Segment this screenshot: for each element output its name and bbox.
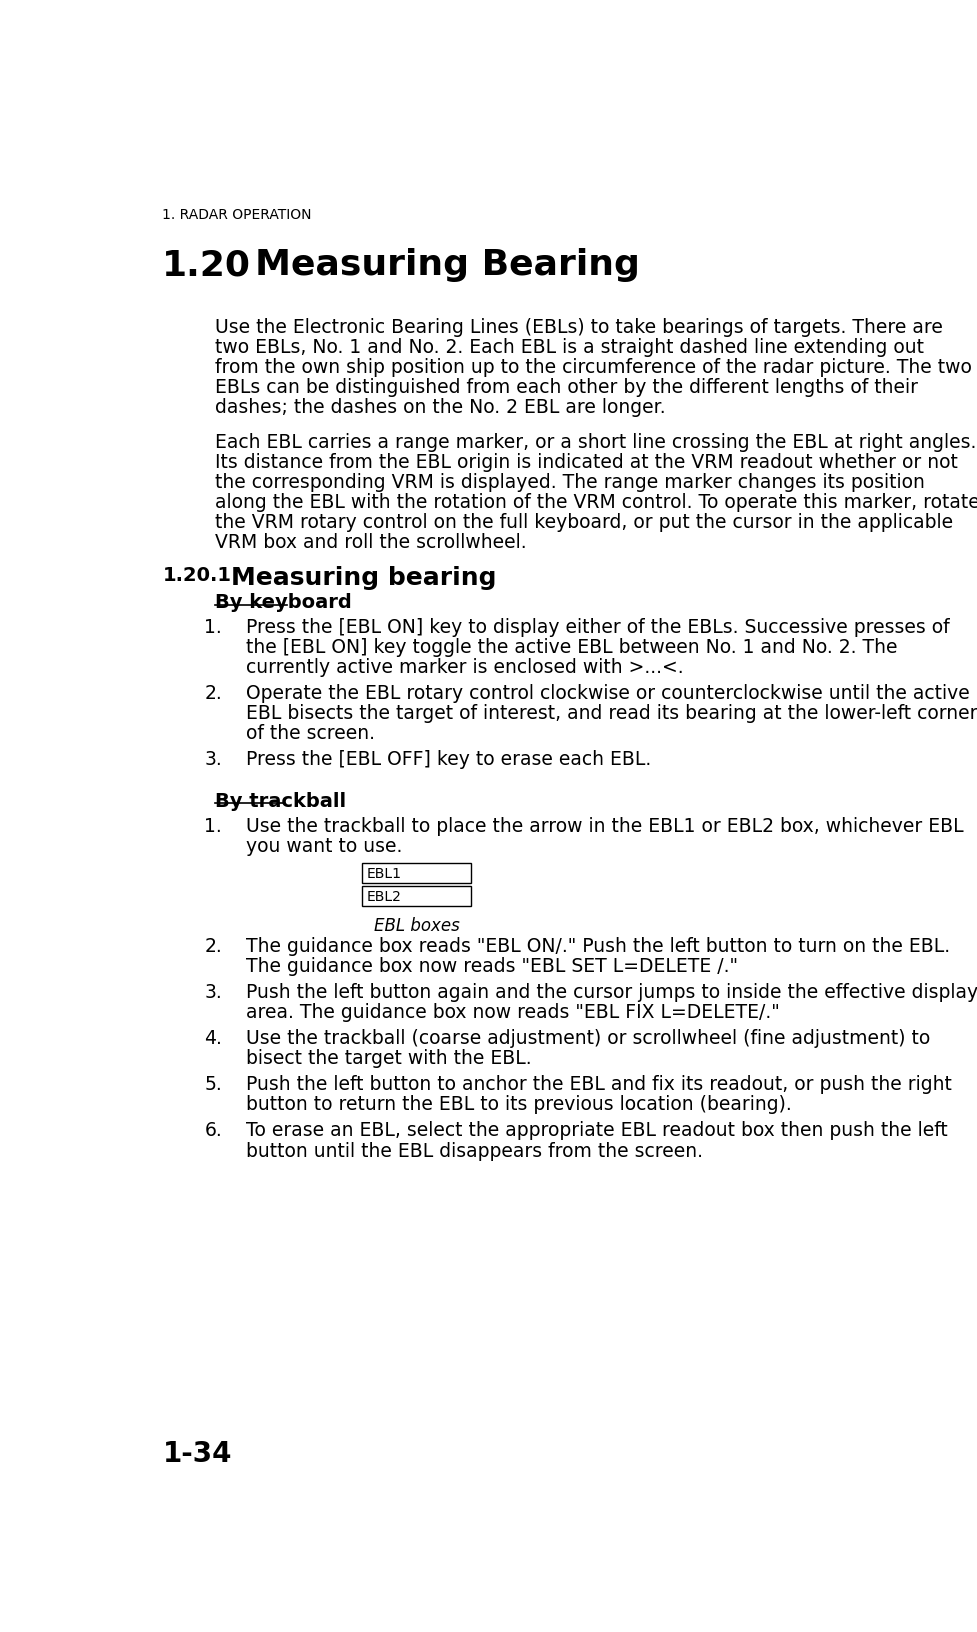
Text: 1.20.1: 1.20.1: [162, 565, 232, 584]
Text: Operate the EBL rotary control clockwise or counterclockwise until the active: Operate the EBL rotary control clockwise…: [246, 684, 970, 703]
Text: button to return the EBL to its previous location (bearing).: button to return the EBL to its previous…: [246, 1095, 792, 1113]
Text: from the own ship position up to the circumference of the radar picture. The two: from the own ship position up to the cir…: [215, 357, 972, 377]
Text: 3.: 3.: [204, 749, 222, 769]
Text: currently active marker is enclosed with >...<.: currently active marker is enclosed with…: [246, 658, 684, 677]
Text: the corresponding VRM is displayed. The range marker changes its position: the corresponding VRM is displayed. The …: [215, 473, 925, 491]
Text: By keyboard: By keyboard: [215, 592, 352, 612]
Text: EBL boxes: EBL boxes: [374, 916, 459, 934]
Text: 1.: 1.: [204, 816, 222, 836]
Text: two EBLs, No. 1 and No. 2. Each EBL is a straight dashed line extending out: two EBLs, No. 1 and No. 2. Each EBL is a…: [215, 338, 924, 356]
Text: The guidance box now reads "EBL SET L=DELETE /.": The guidance box now reads "EBL SET L=DE…: [246, 956, 739, 976]
Text: the VRM rotary control on the full keyboard, or put the cursor in the applicable: the VRM rotary control on the full keybo…: [215, 512, 954, 532]
Text: 6.: 6.: [204, 1121, 222, 1139]
Text: of the screen.: of the screen.: [246, 723, 375, 743]
Text: 1-34: 1-34: [162, 1439, 232, 1467]
Text: Each EBL carries a range marker, or a short line crossing the EBL at right angle: Each EBL carries a range marker, or a sh…: [215, 432, 976, 452]
Text: 2.: 2.: [204, 937, 222, 955]
Text: 4.: 4.: [204, 1028, 222, 1048]
Text: Its distance from the EBL origin is indicated at the VRM readout whether or not: Its distance from the EBL origin is indi…: [215, 452, 958, 472]
Bar: [362, 886, 471, 907]
Text: Use the trackball (coarse adjustment) or scrollwheel (fine adjustment) to: Use the trackball (coarse adjustment) or…: [246, 1028, 930, 1048]
Text: Push the left button again and the cursor jumps to inside the effective display: Push the left button again and the curso…: [246, 982, 977, 1002]
Text: VRM box and roll the scrollwheel.: VRM box and roll the scrollwheel.: [215, 534, 527, 552]
Text: Press the [EBL OFF] key to erase each EBL.: Press the [EBL OFF] key to erase each EB…: [246, 749, 652, 769]
Text: 3.: 3.: [204, 982, 222, 1002]
Text: 1. RADAR OPERATION: 1. RADAR OPERATION: [162, 207, 312, 222]
Text: the [EBL ON] key toggle the active EBL between No. 1 and No. 2. The: the [EBL ON] key toggle the active EBL b…: [246, 638, 898, 656]
Text: EBL2: EBL2: [366, 889, 402, 902]
Text: Push the left button to anchor the EBL and fix its readout, or push the right: Push the left button to anchor the EBL a…: [246, 1074, 952, 1093]
Text: EBL1: EBL1: [366, 867, 402, 880]
Text: 5.: 5.: [204, 1074, 222, 1093]
Text: you want to use.: you want to use.: [246, 836, 403, 855]
Text: EBL bisects the target of interest, and read its bearing at the lower-left corne: EBL bisects the target of interest, and …: [246, 703, 977, 723]
Text: dashes; the dashes on the No. 2 EBL are longer.: dashes; the dashes on the No. 2 EBL are …: [215, 398, 665, 416]
Text: area. The guidance box now reads "EBL FIX L=DELETE/.": area. The guidance box now reads "EBL FI…: [246, 1002, 780, 1022]
Text: 1.: 1.: [204, 617, 222, 636]
Text: button until the EBL disappears from the screen.: button until the EBL disappears from the…: [246, 1141, 703, 1160]
Text: Measuring Bearing: Measuring Bearing: [255, 248, 640, 282]
Text: EBLs can be distinguished from each other by the different lengths of their: EBLs can be distinguished from each othe…: [215, 377, 918, 397]
Text: To erase an EBL, select the appropriate EBL readout box then push the left: To erase an EBL, select the appropriate …: [246, 1121, 948, 1139]
Text: Press the [EBL ON] key to display either of the EBLs. Successive presses of: Press the [EBL ON] key to display either…: [246, 617, 950, 636]
Text: bisect the target with the EBL.: bisect the target with the EBL.: [246, 1048, 531, 1067]
Text: along the EBL with the rotation of the VRM control. To operate this marker, rota: along the EBL with the rotation of the V…: [215, 493, 977, 512]
Text: Use the Electronic Bearing Lines (EBLs) to take bearings of targets. There are: Use the Electronic Bearing Lines (EBLs) …: [215, 318, 943, 336]
Text: Use the trackball to place the arrow in the EBL1 or EBL2 box, whichever EBL: Use the trackball to place the arrow in …: [246, 816, 963, 836]
Text: The guidance box reads "EBL ON/." Push the left button to turn on the EBL.: The guidance box reads "EBL ON/." Push t…: [246, 937, 951, 955]
Text: 1.20: 1.20: [162, 248, 251, 282]
Text: Measuring bearing: Measuring bearing: [231, 565, 496, 589]
Bar: [362, 863, 471, 885]
Text: By trackball: By trackball: [215, 792, 346, 811]
Text: 2.: 2.: [204, 684, 222, 703]
